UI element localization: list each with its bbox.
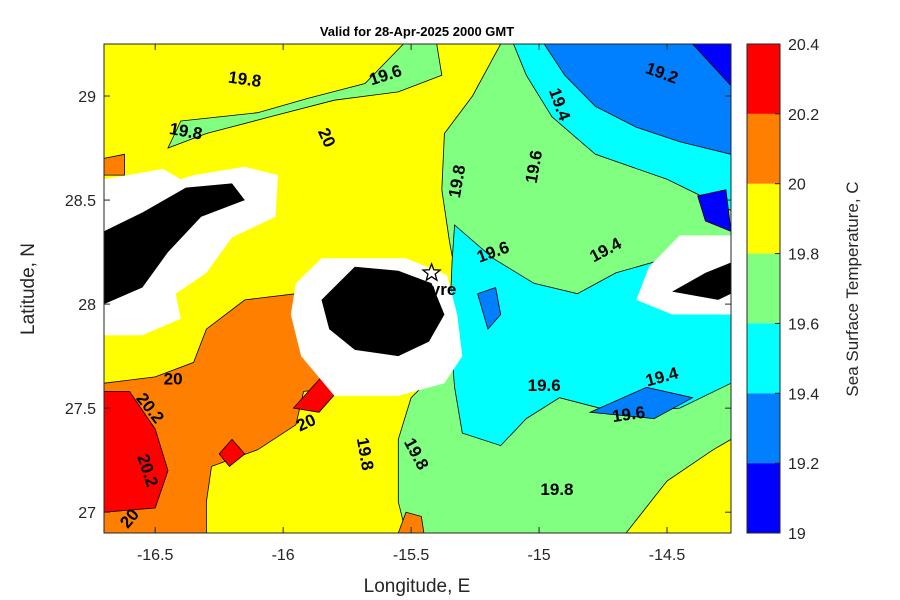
x-tick-label: -15.5 bbox=[393, 547, 430, 564]
contour-label: 19.8 bbox=[540, 480, 573, 499]
x-tick-label: -15 bbox=[527, 547, 550, 564]
contour-label: 19.6 bbox=[528, 376, 561, 395]
no-data-mask-0 bbox=[104, 166, 278, 336]
sst-band-region-1 bbox=[167, 44, 731, 533]
location-annotation: yre bbox=[421, 262, 457, 299]
sst-band-region-4 bbox=[543, 44, 731, 155]
location-label: yre bbox=[431, 280, 457, 299]
colorbar-tick-label: 20 bbox=[788, 177, 806, 194]
contour-fills bbox=[104, 44, 731, 533]
colorbar-tick-label: 19.6 bbox=[788, 316, 819, 333]
island-0 bbox=[104, 183, 245, 305]
y-tick-label: 27 bbox=[78, 505, 96, 522]
colorbar-swatch bbox=[747, 113, 780, 184]
sst-band-region-7 bbox=[692, 44, 731, 87]
colorbar-swatch bbox=[747, 44, 780, 114]
contour-label: 20 bbox=[164, 370, 183, 389]
colorbar: 19 19.2 19.4 19.6 19.8 20 20.2 20.4 bbox=[746, 37, 819, 543]
colorbar-tick-label: 19 bbox=[788, 526, 806, 543]
colorbar-tick-label: 20.2 bbox=[788, 107, 819, 124]
y-tick-label: 29 bbox=[78, 89, 96, 106]
sst-band-region-8 bbox=[697, 189, 731, 232]
colorbar-tick-label: 19.2 bbox=[788, 456, 819, 473]
colorbar-swatch bbox=[747, 393, 780, 464]
colorbar-tick-label: 20.4 bbox=[788, 37, 819, 54]
colorbar-swatch bbox=[747, 253, 780, 324]
y-axis-ticks: 27 27.5 28 28.5 29 bbox=[65, 89, 731, 522]
island-1 bbox=[321, 266, 445, 357]
contour-label: 19.8 bbox=[227, 68, 262, 91]
colorbar-label: Sea Surface Temperature, C bbox=[843, 181, 862, 396]
sst-band-region-9 bbox=[104, 153, 125, 176]
x-tick-label: -16 bbox=[272, 547, 295, 564]
star-marker-icon bbox=[421, 262, 442, 282]
colorbar-tick-label: 19.8 bbox=[788, 247, 819, 264]
sst-band-region-14 bbox=[218, 438, 246, 467]
x-axis-ticks: -16.5 -16 -15.5 -15 -14.5 bbox=[137, 44, 685, 564]
y-axis-label: Latitude, N bbox=[18, 243, 39, 335]
contour-label: 19.6 bbox=[611, 403, 646, 426]
plot-frame bbox=[103, 43, 732, 534]
sst-band-region-5 bbox=[477, 286, 502, 330]
colorbar-tick-label: 19.4 bbox=[788, 386, 819, 403]
x-tick-label: -14.5 bbox=[649, 547, 686, 564]
island-2 bbox=[672, 262, 731, 300]
x-tick-label: -16.5 bbox=[137, 547, 174, 564]
y-tick-label: 28 bbox=[78, 297, 96, 314]
colorbar-swatch bbox=[747, 183, 780, 254]
x-axis-label: Longitude, E bbox=[364, 576, 471, 597]
chart-title: Valid for 28-Apr-2025 2000 GMT bbox=[320, 24, 514, 39]
sst-band-region-11 bbox=[397, 511, 425, 533]
sst-band-region-12 bbox=[104, 391, 169, 513]
y-tick-label: 28.5 bbox=[65, 193, 96, 210]
colorbar-swatch bbox=[747, 323, 780, 394]
colorbar-frame bbox=[746, 43, 781, 534]
colorbar-swatch bbox=[747, 463, 780, 533]
y-tick-label: 27.5 bbox=[65, 401, 96, 418]
sst-band-region-6 bbox=[588, 386, 694, 420]
land-masses bbox=[104, 183, 731, 357]
